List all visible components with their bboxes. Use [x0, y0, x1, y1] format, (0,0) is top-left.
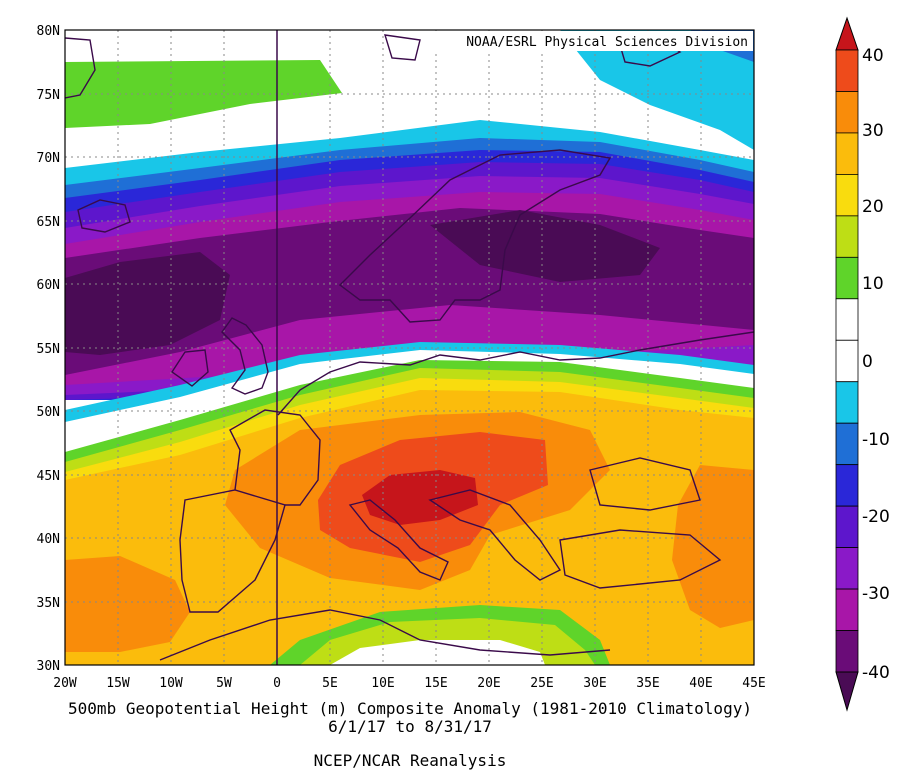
lon-label: 20E: [477, 676, 500, 691]
coastlines: [65, 34, 754, 661]
colorbar-top-arrow: [835, 16, 859, 51]
lon-label: 35E: [636, 676, 659, 691]
lat-label: 70N: [37, 151, 60, 166]
credit-label: NOAA/ESRL Physical Sciences Division: [466, 35, 748, 50]
coast-greenland: [65, 37, 96, 99]
coast-scandinavia: [338, 149, 612, 323]
lat-label: 80N: [37, 24, 60, 39]
lon-label: 30E: [583, 676, 606, 691]
lon-label: 15E: [424, 676, 447, 691]
coast-iceland: [77, 199, 131, 233]
lon-label: 0: [273, 676, 281, 691]
coast-black-sea: [589, 457, 701, 511]
lat-label: 40N: [37, 532, 60, 547]
lat-label: 45N: [37, 469, 60, 484]
core-darkest-west: [65, 252, 230, 355]
coast-uk: [221, 317, 269, 395]
lat-label: 30N: [37, 659, 60, 674]
colorbar-label: 20: [862, 197, 884, 217]
coast-svalbard: [384, 34, 421, 61]
coast-europe: [277, 331, 754, 416]
colorbar-segment: [835, 381, 859, 424]
lon-label: 5W: [216, 676, 232, 691]
colorbar-label: -30: [862, 584, 890, 604]
colorbar-segment: [835, 630, 859, 673]
lat-label: 35N: [37, 596, 60, 611]
coast-north-africa: [159, 609, 611, 661]
map-title: 500mb Geopotential Height (m) Composite …: [68, 699, 752, 718]
colorbar-segment: [835, 298, 859, 341]
lat-label: 55N: [37, 342, 60, 357]
lon-label: 20W: [53, 676, 77, 691]
orange-southwest: [65, 556, 190, 652]
colorbar-segment: [835, 339, 859, 383]
coast-turkey: [559, 529, 722, 589]
lat-label: 75N: [37, 88, 60, 103]
colorbar-segment: [835, 91, 859, 134]
lon-labels: 20W 15W 10W 5W 0 5E 10E 15E 20E 25E 30E …: [53, 676, 765, 691]
orange-east: [672, 465, 754, 628]
colorbar-labels: 40 30 20 10 0 -10 -20 -30 -40: [862, 46, 890, 683]
colorbar-label: -10: [862, 430, 890, 450]
coast-ireland: [171, 349, 209, 387]
colorbar-label: 0: [862, 352, 873, 372]
coast-balkans: [428, 489, 562, 581]
lat-labels: 80N 75N 70N 65N 60N 55N 50N 45N 40N 35N …: [37, 24, 60, 674]
coast-italy: [348, 499, 449, 581]
core-darkest-scandinavia: [430, 210, 660, 282]
colorbar-label: -40: [862, 663, 890, 683]
band-cyan-south: [65, 342, 754, 422]
colorbar-segment: [835, 215, 859, 258]
colorbar-label: 10: [862, 274, 884, 294]
lat-label: 60N: [37, 278, 60, 293]
lat-label: 65N: [37, 215, 60, 230]
colorbar-label: -20: [862, 507, 890, 527]
colorbar-segment: [835, 422, 859, 466]
colorbar-segment: [835, 464, 859, 507]
coast-iberia: [179, 489, 286, 613]
coast-france: [229, 409, 321, 506]
colorbar-label: 40: [862, 46, 884, 66]
lon-label: 40E: [689, 676, 712, 691]
colorbar-segment: [835, 173, 859, 217]
lon-label: 45E: [742, 676, 765, 691]
lon-label: 10W: [159, 676, 183, 691]
lon-label: 25E: [530, 676, 553, 691]
band-cyan-northeast: [560, 30, 754, 150]
lon-label: 15W: [106, 676, 130, 691]
red-core: [362, 470, 478, 525]
colorbar-segment: [835, 132, 859, 175]
colorbar-segment: [835, 547, 859, 590]
lat-label: 50N: [37, 405, 60, 420]
colorbar-label: 30: [862, 121, 884, 141]
map-period: 6/1/17 to 8/31/17: [328, 717, 492, 736]
credit-box: [433, 31, 753, 51]
lon-label: 5E: [322, 676, 338, 691]
map-frame: [64, 29, 755, 666]
colorbar-segment: [835, 49, 859, 92]
colorbar-segment: [835, 588, 859, 631]
map-panel: [65, 30, 754, 665]
colorbar: [835, 16, 859, 712]
colorbar-segment: [835, 505, 859, 548]
lon-label: 10E: [371, 676, 394, 691]
map-source: NCEP/NCAR Reanalysis: [313, 751, 507, 770]
south-white-patch: [330, 640, 545, 665]
colorbar-segment: [835, 256, 859, 300]
colorbar-bottom-arrow: [835, 671, 859, 712]
